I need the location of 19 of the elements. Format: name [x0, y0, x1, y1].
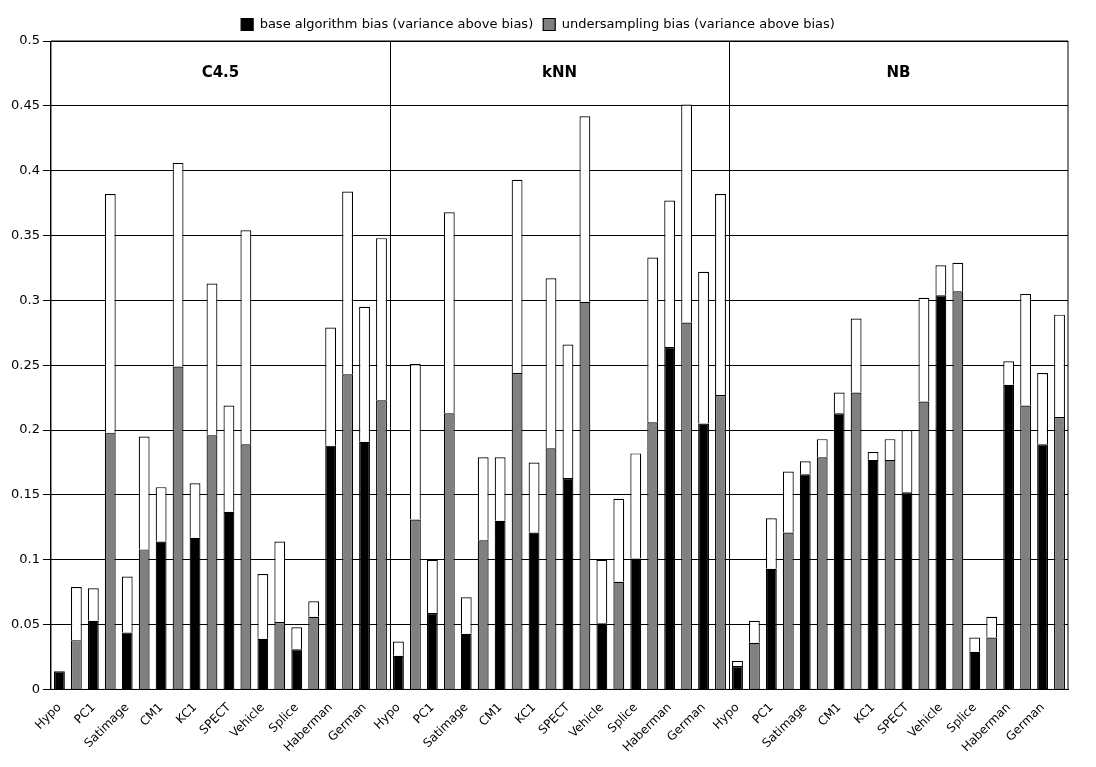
legend-label: undersampling bias (variance above bias)	[561, 15, 835, 31]
y-tick-label: 0.4	[19, 162, 40, 178]
y-tick-label: 0.45	[10, 97, 40, 113]
y-tick-label: 0.2	[19, 421, 40, 437]
x-tick-label: KC1	[512, 699, 539, 727]
x-tick-label: KC1	[851, 699, 878, 727]
y-tick-label: 0.5	[19, 32, 40, 48]
annotation: NB	[886, 63, 911, 82]
annotation: kNN	[541, 63, 578, 82]
y-tick-label: 0.05	[10, 615, 40, 631]
y-tick-label: 0	[31, 680, 40, 696]
legend-label: base algorithm bias (variance above bias)	[259, 15, 534, 31]
y-tick-label: 0.35	[10, 226, 40, 242]
y-tick-label: 0.15	[10, 486, 40, 502]
y-tick-label: 0.3	[19, 291, 40, 307]
y-tick-label: 0.1	[19, 551, 40, 567]
annotation: C4.5	[201, 63, 240, 82]
x-tick-label: KC1	[173, 699, 200, 727]
y-tick-label: 0.25	[10, 356, 40, 372]
